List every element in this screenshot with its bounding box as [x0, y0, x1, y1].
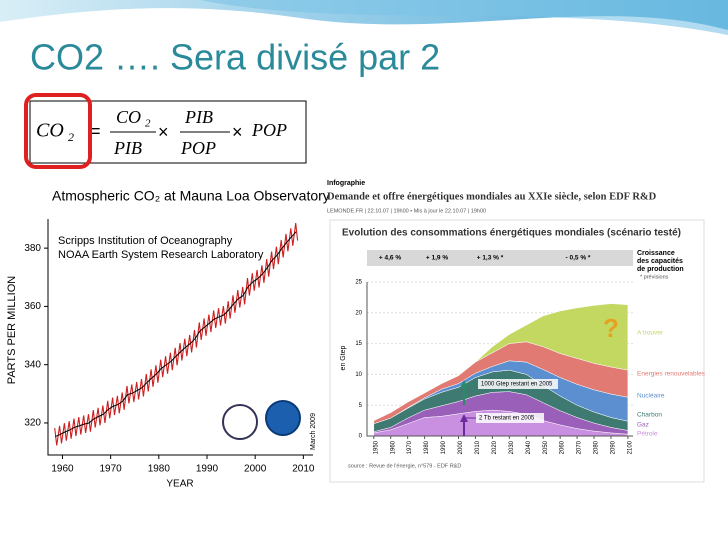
footnote: * prévisions	[640, 274, 669, 280]
annotation: March 2009	[310, 413, 317, 450]
chart-subtitle: Evolution des consommations énergétiques…	[342, 228, 681, 239]
y-tick-label: 340	[24, 359, 41, 370]
co2-chart: Atmospheric CO₂ at Mauna Loa Observatory…	[6, 188, 330, 490]
x-tick-label: 1990	[196, 464, 219, 475]
highlight	[24, 93, 92, 169]
axis	[366, 282, 633, 437]
y-tick-label: 15	[355, 341, 362, 347]
legend-title: Croissance	[637, 250, 675, 257]
x-tick-label: 2080	[594, 440, 600, 454]
legend-title: de production	[637, 266, 684, 273]
x-tick-label: 1970	[407, 440, 413, 454]
formula-text: POP	[180, 138, 216, 158]
chart-title: Demande et offre énergétiques mondiales …	[327, 191, 657, 202]
x-tick-label: 1990	[441, 440, 447, 454]
x-tick-label: 2020	[492, 440, 498, 454]
logo	[265, 400, 301, 436]
x-tick-label: 2090	[611, 440, 617, 454]
y-tick-label: 10	[355, 372, 362, 378]
energy-annotations: ? 1000 Gtep restant en 2005 2 Tb restant…	[460, 313, 619, 436]
y-tick-label: 360	[24, 301, 41, 312]
logo	[222, 404, 258, 440]
annotation: 1000 Gtep restant en 2005	[481, 382, 553, 388]
x-tick-label: 2010	[475, 440, 481, 454]
x-tick-label: 1950	[373, 440, 379, 454]
x-tick-label: 2010	[292, 464, 315, 475]
y-tick-label: 20	[355, 310, 362, 316]
annotation-box	[478, 379, 558, 389]
y-tick-label: 0	[359, 434, 363, 440]
formula-text: PIB	[184, 107, 213, 127]
energy-chart: Infographie Demande et offre énergétique…	[327, 180, 706, 483]
y-tick-label: 380	[24, 243, 41, 254]
y-axis-label: en Gtep	[340, 345, 347, 370]
header-wave	[200, 0, 728, 35]
x-tick-label: 1980	[424, 440, 430, 454]
annotation: ?	[603, 313, 619, 343]
formula-text: 2	[145, 118, 151, 130]
annotation: Scripps Institution of Oceanography	[58, 235, 233, 247]
x-tick-label: 1960	[51, 464, 74, 475]
formula-box	[29, 100, 307, 164]
x-tick-label: 2100	[627, 440, 633, 454]
legend-label: Nucléaire	[637, 393, 665, 400]
x-tick-label: 2060	[560, 440, 566, 454]
formula-text: ×	[232, 122, 243, 142]
annotation: 2 Tb restant en 2005	[479, 416, 535, 422]
formula-text: 2	[68, 130, 74, 144]
formula: CO 2 = CO 2 PIB × PIB POP × POP	[24, 93, 307, 169]
data-line	[55, 231, 297, 438]
slide-title: CO2 …. Sera divisé par 2	[30, 37, 440, 78]
x-tick-label: 2000	[244, 464, 267, 475]
growth-rate: + 1,9 %	[426, 255, 448, 262]
formula-text: =	[90, 121, 101, 141]
growth-rate: - 0,5 % *	[566, 255, 591, 262]
formula-text: POP	[251, 120, 287, 140]
legend-label: Pétrole	[637, 431, 658, 438]
growth-rate: + 1,3 % *	[477, 255, 504, 262]
byline: LEMONDE.FR | 22.10.07 | 19h00 • Mis à jo…	[327, 208, 486, 214]
kicker: Infographie	[327, 180, 365, 187]
x-tick-label: 2030	[509, 440, 515, 454]
x-tick-label: 2000	[458, 440, 464, 454]
x-tick-label: 1970	[100, 464, 123, 475]
x-tick-label: 2050	[543, 440, 549, 454]
annotation: NOAA Earth System Research Laboratory	[58, 249, 264, 261]
legend-label: Energies renouvelables	[637, 371, 706, 378]
legend-label: Charbon	[637, 412, 662, 419]
x-tick-label: 2040	[526, 440, 532, 454]
annotation-box	[476, 413, 544, 423]
legend-title: des capacités	[637, 258, 683, 265]
area-layer	[373, 303, 629, 421]
formula-text: CO	[116, 107, 141, 127]
x-tick-label: 1960	[390, 440, 396, 454]
legend-label: A trouver	[637, 330, 664, 337]
y-axis-label: PARTS PER MILLION	[6, 276, 18, 384]
x-axis-label: YEAR	[166, 479, 193, 490]
y-tick-label: 5	[359, 403, 363, 409]
formula-text: CO	[36, 120, 64, 142]
growth-rate: + 4,6 %	[379, 255, 401, 262]
y-tick-label: 320	[24, 418, 41, 429]
y-tick-label: 25	[355, 280, 362, 286]
legend-label: Gaz	[637, 422, 649, 429]
growth-band	[367, 250, 633, 266]
source: source : Revue de l'énergie, n°579 - EDF…	[348, 463, 461, 469]
chart-title: Atmospheric CO₂ at Mauna Loa Observatory	[52, 188, 330, 204]
formula-text: ×	[158, 122, 169, 142]
formula-text: PIB	[113, 138, 142, 158]
x-tick-label: 1980	[148, 464, 171, 475]
axis	[47, 219, 313, 456]
x-tick-label: 2070	[577, 440, 583, 454]
